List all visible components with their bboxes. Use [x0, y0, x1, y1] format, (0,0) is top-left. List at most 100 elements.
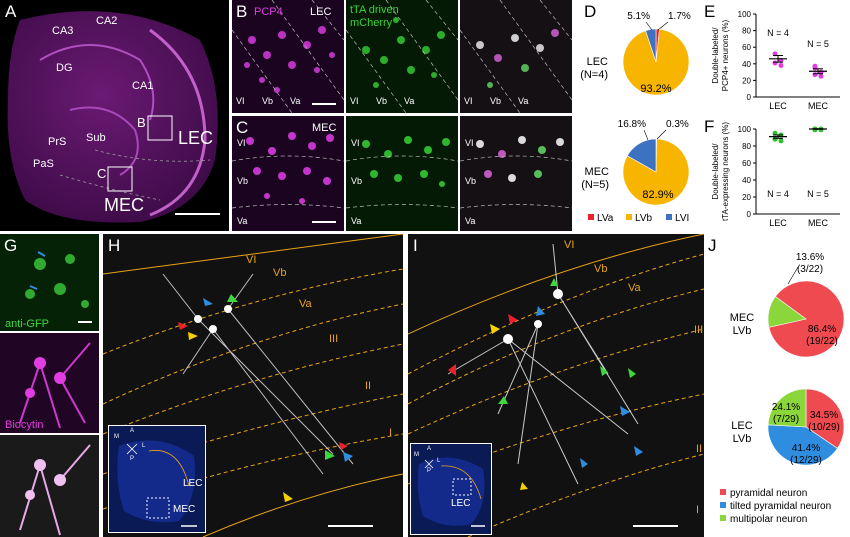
- legend-j-label-1: tilted pyramidal neuron: [730, 501, 831, 512]
- inset-h: LEC MEC M A L P: [108, 425, 206, 533]
- panel-e-label: E: [704, 2, 716, 21]
- pcp4-label: PCP4: [254, 6, 283, 18]
- layer-va-b: Va: [290, 96, 301, 106]
- n-lec-f: N = 4: [767, 189, 789, 199]
- y-label-line1: Double-labeled/: [711, 143, 720, 200]
- layer-ii-i: II: [696, 443, 703, 455]
- pie-j-lec-multi-label-1: (7/29): [773, 414, 799, 425]
- pie-mec-leader-2: [656, 129, 667, 140]
- region-ca1: CA1: [132, 80, 154, 92]
- pie-j-lec-multi-label-0: 24.1%: [772, 402, 800, 413]
- y-tick-label-0: 0: [747, 210, 752, 219]
- panel-c-green: VI Vb Va: [346, 116, 458, 231]
- layer-vi-h: VI: [246, 254, 257, 266]
- pie-j-mec-title: MEC: [730, 312, 755, 324]
- panel-d: D LEC (N=4) MEC (N=5) 5.1% 1.7% 93.2% 16.8% 0.3%…: [578, 0, 698, 232]
- layer-vb-c2: Vb: [351, 176, 363, 186]
- compass-i-p: P: [427, 468, 432, 474]
- panel-g-merge: [0, 435, 99, 537]
- pie-j-lec-slice-2: [767, 388, 807, 428]
- point-1-3: [818, 73, 824, 79]
- pie-j-mec-leader: [787, 266, 799, 285]
- legend-d-swatch-2: [666, 214, 672, 220]
- layer-vb-i: Vb: [594, 263, 608, 275]
- pie-j-lec-title: LEC: [731, 420, 752, 432]
- n-mec-e: N = 5: [807, 39, 829, 49]
- inset-h-mec: MEC: [173, 504, 196, 515]
- legend-j-label-0: pyramidal neuron: [730, 488, 807, 499]
- lec-label-b: LEC: [310, 6, 332, 18]
- region-ca3: CA3: [52, 25, 74, 37]
- panel-h-image: H VI Vb Va III II I LEC MEC M A L P: [103, 234, 403, 537]
- point-1-3: [818, 127, 824, 133]
- panel-j-label: J: [708, 236, 717, 255]
- region-lec: LEC: [178, 128, 214, 148]
- y-label-line2: PCP4+ neurons (%): [721, 19, 730, 91]
- anti-gfp-label: anti-GFP: [5, 318, 50, 330]
- pie-mec-subtitle: (N=5): [581, 179, 609, 191]
- compass-h-l: L: [142, 443, 146, 449]
- y-label: Double-labeled/PCP4+ neurons (%): [711, 19, 730, 91]
- compass-h-p: P: [130, 456, 135, 462]
- layer-i-i: I: [696, 504, 700, 516]
- x-cat-0: LEC: [769, 101, 787, 111]
- layer-iii-h: III: [329, 333, 339, 345]
- pie-lec-slice-2: [645, 28, 657, 63]
- legend-j-swatch-2: [720, 515, 726, 521]
- layer-vb-h: Vb: [273, 267, 287, 279]
- inset-h-lec: LEC: [183, 478, 203, 489]
- point-0-2: [772, 136, 778, 142]
- panel-d-pies: LEC(N=4) MEC(N=5) 5.1% 1.7% 93.2% 16.8% 0.3% 82…: [580, 11, 691, 224]
- layer-va-c: Va: [237, 216, 248, 226]
- legend-j-label-2: multipolar neuron: [730, 514, 807, 525]
- x-cat-1: MEC: [808, 101, 829, 111]
- legend-d-label-0: LVa: [597, 213, 614, 224]
- y-tick-label-0: 0: [747, 93, 752, 102]
- pie-j-mec-multi-label-1: (3/22): [797, 264, 823, 275]
- y-tick-label-40: 40: [742, 60, 751, 69]
- layer-vi-b2: VI: [350, 96, 359, 106]
- y-tick-label-80: 80: [742, 142, 751, 151]
- layer-vi-c3: VI: [465, 138, 474, 148]
- compass-i-l: L: [437, 458, 441, 464]
- x-cat-0: LEC: [769, 218, 787, 228]
- y-tick-label-60: 60: [742, 43, 751, 52]
- mcherry-label: mCherry: [350, 17, 393, 29]
- panel-e-plot: 0 20 40 60 80 100 LEC MEC Double-labeled/PCP4+ n…: [711, 10, 840, 111]
- panel-f: F 0 20 40 60 80 100 LEC MEC Double-labeled/tTA-e…: [700, 115, 850, 232]
- x-cat-1: MEC: [808, 218, 829, 228]
- pie-lec-lvi-label: 5.1%: [627, 11, 650, 22]
- layer-iii-i: III: [694, 324, 704, 336]
- layer-va-i: Va: [628, 282, 641, 294]
- point-0-3: [778, 138, 784, 144]
- pie-j-lec-tilt-label-0: 41.4%: [792, 443, 820, 454]
- pie-lec-slice-1: [622, 28, 690, 96]
- pie-j-mec-slice-2: [767, 296, 807, 328]
- y-tick-label-20: 20: [742, 76, 751, 85]
- region-dg: DG: [56, 62, 73, 74]
- pie-mec-lva-label: 0.3%: [666, 119, 689, 130]
- panel-c-magenta: C MEC VI Vb Va: [232, 116, 344, 231]
- pie-lec-leader-2: [657, 21, 669, 31]
- biocytin-label: Biocytin: [5, 419, 44, 431]
- y-tick-label-60: 60: [742, 159, 751, 168]
- pie-j-lec-pyr-label-1: (10/29): [808, 422, 840, 433]
- panel-f-plot: 0 20 40 60 80 100 LEC MEC Double-labeled/tTA-exp…: [711, 122, 840, 228]
- y-label: Double-labeled/tTA-expressing neurons (%…: [711, 122, 730, 221]
- panel-h-label: H: [108, 236, 121, 255]
- compass-i-m: M: [414, 452, 419, 458]
- pie-mec-title: MEC: [585, 166, 610, 178]
- pie-lec-lva-label: 1.7%: [668, 11, 691, 22]
- panel-f-label: F: [704, 117, 715, 136]
- point-0-3: [778, 62, 784, 68]
- pie-j-lec-subtitle: LVb: [733, 433, 752, 445]
- layer-va-b3: Va: [518, 96, 529, 106]
- layer-vb-c: Vb: [237, 176, 249, 186]
- pie-j-lec-pyr-label-0: 34.5%: [810, 410, 838, 421]
- pie-lec-leader-1: [645, 21, 653, 31]
- legend-d-label-1: LVb: [635, 213, 652, 224]
- pie-j-mec-multi-label-0: 13.6%: [796, 252, 824, 263]
- layer-va-b2: Va: [404, 96, 415, 106]
- layer-vi-b3: VI: [464, 96, 473, 106]
- y-tick-label-100: 100: [738, 125, 752, 134]
